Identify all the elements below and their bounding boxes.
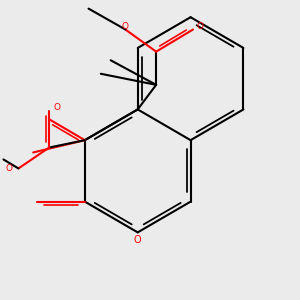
Text: O: O [5,164,12,173]
Text: O: O [122,22,129,31]
Text: O: O [196,22,203,31]
Text: O: O [54,103,61,112]
Text: O: O [134,235,142,245]
